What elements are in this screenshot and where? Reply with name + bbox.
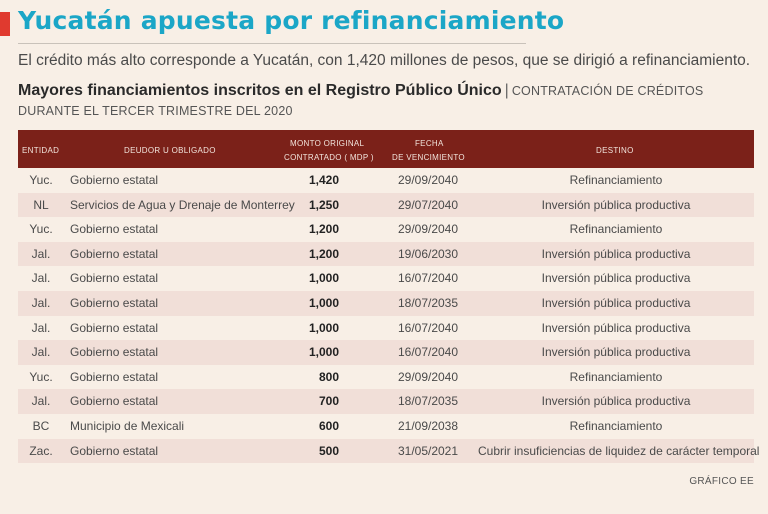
cell-entidad: Jal. (31, 271, 51, 286)
table-title-main: Mayores financiamientos inscritos en el … (18, 82, 502, 99)
cell-fecha: 31/05/2021 (397, 443, 459, 458)
cell-destino: Inversión pública productiva (541, 345, 691, 360)
header-fecha-line2: DE VENCIMIENTO (392, 153, 465, 162)
header-monto-line2: CONTRATADO ( MDP ) (284, 153, 374, 162)
cell-deudor: Gobierno estatal (70, 295, 159, 310)
cell-deudor: Gobierno estatal (70, 246, 159, 261)
accent-bar (0, 12, 10, 36)
cell-destino: Inversión pública productiva (541, 394, 691, 409)
cell-fecha: 19/06/2030 (397, 246, 459, 261)
header-destino: DESTINO (596, 146, 634, 155)
cell-deudor: Gobierno estatal (70, 345, 159, 360)
table-row: Jal. Gobierno estatal 1,000 16/07/2040 Inver… (18, 316, 754, 341)
cell-fecha: 18/07/2035 (397, 295, 459, 310)
cell-destino: Refinanciamiento (569, 418, 663, 433)
cell-destino: Inversión pública productiva (541, 246, 691, 261)
cell-fecha: 29/09/2040 (397, 222, 459, 237)
cell-fecha: 16/07/2040 (397, 320, 459, 335)
table-row: Jal. Gobierno estatal 1,000 16/07/2040 Inver… (18, 266, 754, 291)
cell-entidad: Jal. (31, 394, 51, 409)
cell-monto: 1,000 (308, 271, 339, 286)
cell-entidad: Jal. (31, 320, 51, 335)
cell-entidad: Yuc. (29, 173, 53, 187)
table-title-separator: | (504, 82, 509, 99)
cell-monto: 1,250 (308, 197, 339, 212)
cell-monto: 1,000 (308, 320, 339, 335)
table-row: Jal. Gobierno estatal 1,000 18/07/2035 Inver… (18, 290, 754, 316)
cell-fecha: 16/07/2040 (397, 345, 459, 360)
cell-entidad: Jal. (31, 345, 51, 360)
cell-entidad: Zac. (29, 443, 53, 458)
table-row: Yuc. Gobierno estatal 800 29/09/2040 Refinan… (18, 365, 754, 390)
cell-fecha: 29/09/2040 (397, 369, 459, 384)
table-row: Jal. Gobierno estatal 1,000 16/07/2040 Inver… (18, 340, 754, 365)
cell-deudor: Servicios de Agua y Drenaje de Monterrey (70, 197, 295, 212)
graphic-credit: GRÁFICO EE (689, 476, 754, 487)
headline-divider (18, 43, 526, 44)
table-row: Jal. Gobierno estatal 700 18/07/2035 Inversi… (18, 389, 754, 414)
header-fecha-line1: FECHA (415, 139, 444, 148)
cell-monto: 1,000 (308, 345, 339, 360)
header-entidad: ENTIDAD (22, 146, 60, 155)
cell-entidad: Jal. (31, 246, 51, 261)
cell-destino: Refinanciamiento (569, 222, 663, 237)
cell-monto: 1,420 (308, 173, 339, 187)
cell-monto: 1,000 (308, 295, 339, 310)
cell-destino: Refinanciamiento (569, 173, 663, 187)
lead-paragraph: El crédito más alto corresponde a Yucatá… (18, 52, 751, 69)
table-row: Yuc. Gobierno estatal 1,200 29/09/2040 Refin… (18, 217, 754, 242)
table-body: Yuc. Gobierno estatal 1,420 29/09/2040 Refin… (18, 168, 760, 464)
cell-monto: 1,200 (308, 222, 339, 237)
cell-monto: 800 (318, 369, 339, 384)
cell-entidad: Yuc. (29, 369, 53, 384)
cell-entidad: Jal. (31, 295, 51, 310)
cell-fecha: 18/07/2035 (397, 394, 459, 409)
cell-entidad: BC (32, 418, 50, 433)
headline: Yucatán apuesta por refinanciamiento (18, 6, 565, 35)
cell-entidad: Yuc. (29, 222, 53, 237)
cell-deudor: Gobierno estatal (70, 320, 159, 335)
cell-destino: Refinanciamiento (569, 369, 663, 384)
table-header: ENTIDAD DEUDOR U OBLIGADO MONTO ORIGINAL… (18, 130, 754, 168)
cell-monto: 700 (318, 394, 339, 409)
cell-fecha: 16/07/2040 (397, 271, 459, 286)
cell-deudor: Municipio de Mexicali (70, 418, 185, 433)
cell-destino: Inversión pública productiva (541, 271, 691, 286)
table-title: Mayores financiamientos inscritos en el … (18, 82, 703, 100)
table-title-line2: DURANTE EL TERCER TRIMESTRE DEL 2020 (18, 104, 293, 118)
cell-monto: 1,200 (308, 246, 339, 261)
cell-deudor: Gobierno estatal (70, 271, 159, 286)
cell-deudor: Gobierno estatal (70, 443, 159, 458)
cell-deudor: Gobierno estatal (70, 369, 159, 384)
credits-table: ENTIDAD DEUDOR U OBLIGADO MONTO ORIGINAL… (18, 130, 760, 464)
table-row: NL Servicios de Agua y Drenaje de Monterr… (18, 192, 754, 218)
header-deudor: DEUDOR U OBLIGADO (124, 146, 216, 155)
cell-fecha: 29/07/2040 (397, 197, 459, 212)
cell-fecha: 29/09/2040 (397, 173, 459, 187)
cell-destino: Inversión pública productiva (541, 320, 691, 335)
cell-monto: 500 (318, 443, 339, 458)
cell-entidad: NL (33, 197, 49, 212)
cell-deudor: Gobierno estatal (70, 173, 159, 187)
cell-deudor: Gobierno estatal (70, 222, 159, 237)
cell-fecha: 21/09/2038 (397, 418, 459, 433)
table-row: Zac. Gobierno estatal 500 31/05/2021 Cubrir … (18, 438, 760, 464)
cell-destino: Inversión pública productiva (541, 197, 691, 212)
table-row: Yuc. Gobierno estatal 1,420 29/09/2040 Refin… (18, 168, 754, 193)
cell-monto: 600 (318, 418, 339, 433)
cell-deudor: Gobierno estatal (70, 394, 159, 409)
table-title-tail: CONTRATACIÓN DE CRÉDITOS (511, 84, 704, 98)
table-row: BC Municipio de Mexicali 600 21/09/2038 Refi… (18, 414, 754, 439)
header-monto-line1: MONTO ORIGINAL (290, 139, 365, 148)
cell-destino: Cubrir insuficiencias de liquidez de car… (478, 443, 760, 458)
cell-destino: Inversión pública productiva (541, 295, 691, 310)
table-row: Jal. Gobierno estatal 1,200 19/06/2030 Inver… (18, 241, 754, 267)
